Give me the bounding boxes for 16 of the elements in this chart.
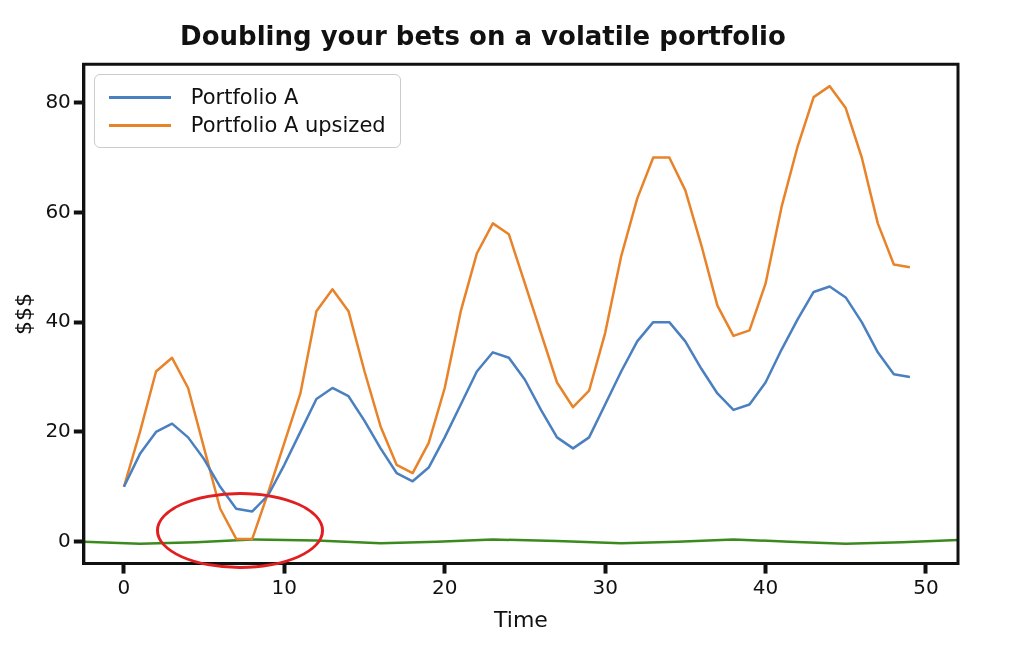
y-tick-label: 40	[45, 308, 71, 333]
x-tick-label: 40	[752, 574, 779, 599]
legend-label: Portfolio A	[190, 85, 299, 110]
y-axis-title: $$$	[10, 292, 36, 335]
x-axis-title: Time	[493, 606, 548, 632]
legend-label: Portfolio A upsized	[190, 113, 386, 138]
x-tick-label: 30	[592, 574, 618, 599]
y-tick-label: 80	[45, 88, 71, 113]
x-tick-label: 50	[913, 574, 939, 599]
chart-title: Doubling your bets on a volatile portfolio	[180, 21, 786, 52]
y-tick-label: 20	[45, 418, 71, 443]
y-tick-label: 0	[58, 527, 71, 552]
x-tick-label: 20	[432, 574, 458, 599]
y-tick-label: 60	[45, 198, 71, 223]
x-tick-label: 0	[117, 574, 131, 599]
x-tick-label: 10	[271, 574, 298, 599]
